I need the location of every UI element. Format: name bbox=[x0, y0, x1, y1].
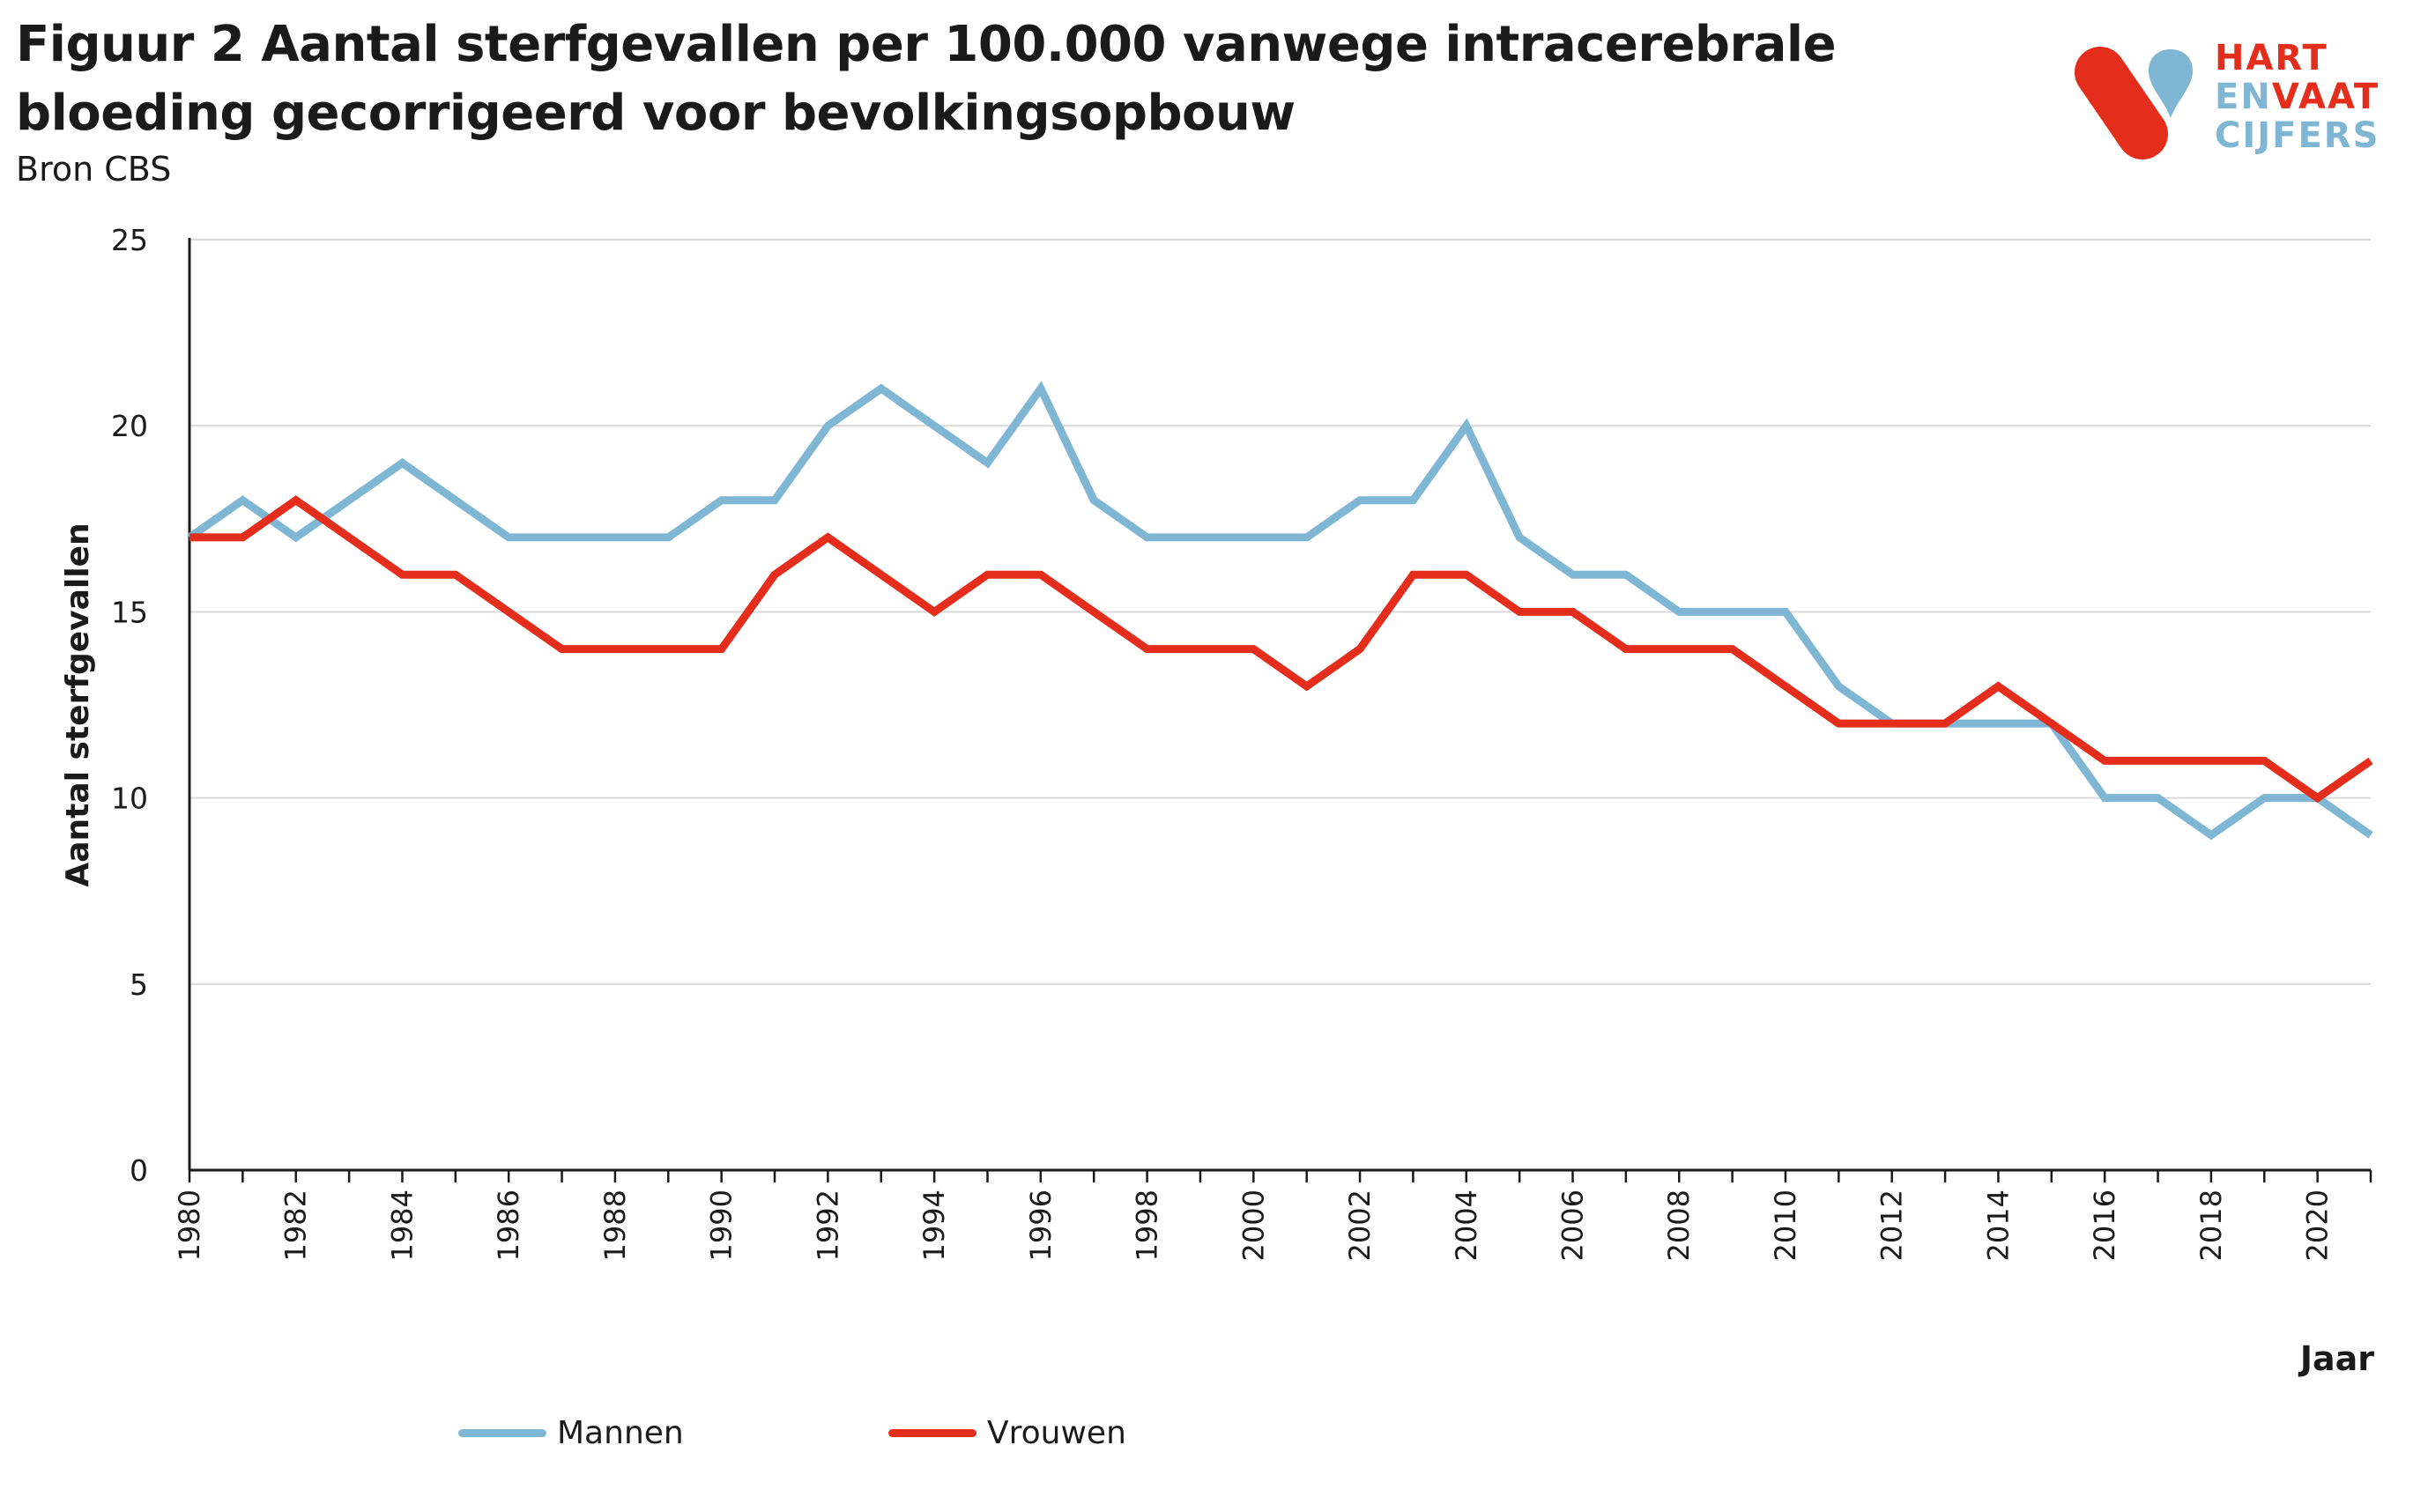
x-tick-label: 2018 bbox=[2194, 1190, 2228, 1261]
chart-source: Bron CBS bbox=[16, 150, 172, 189]
x-tick-label: 1996 bbox=[1024, 1190, 1058, 1261]
x-tick-label: 2020 bbox=[2301, 1190, 2335, 1261]
series-lines bbox=[187, 381, 2373, 841]
y-tick-label: 10 bbox=[111, 782, 148, 816]
x-tick-label: 2002 bbox=[1343, 1190, 1377, 1261]
x-tick-label: 1994 bbox=[917, 1190, 951, 1261]
x-tick-label: 1992 bbox=[811, 1190, 844, 1261]
x-tick-label: 1984 bbox=[385, 1190, 419, 1261]
y-tick-label: 0 bbox=[130, 1153, 148, 1188]
x-tick-label: 2006 bbox=[1556, 1190, 1590, 1261]
x-tick-label: 2016 bbox=[2088, 1190, 2121, 1261]
x-tick-label: 2004 bbox=[1450, 1190, 1483, 1261]
legend-label-mannen: Mannen bbox=[557, 1414, 684, 1451]
y-tick-label: 20 bbox=[111, 409, 148, 443]
series-line-mannen bbox=[187, 381, 2373, 841]
x-tick-label: 1990 bbox=[705, 1190, 739, 1261]
y-tick-label: 15 bbox=[111, 595, 148, 629]
x-tick-label: 2014 bbox=[1981, 1190, 2015, 1261]
x-tick-label: 1998 bbox=[1131, 1190, 1164, 1261]
x-axis-label: Jaar bbox=[2298, 1339, 2374, 1378]
chart-title: Figuur 2 Aantal sterfgevallen per 100.00… bbox=[16, 16, 1837, 142]
logo-line-2b: VAAT bbox=[2271, 77, 2380, 117]
series-line-vrouwen bbox=[189, 495, 2373, 804]
y-tick-label: 25 bbox=[111, 223, 148, 257]
x-tick-label: 2012 bbox=[1875, 1190, 1909, 1261]
x-tick-label: 2010 bbox=[1769, 1190, 1802, 1261]
x-tick-labels: 1980 1982 1984 1986 1988 1990 1992 1994 1996 1998… bbox=[173, 1190, 2335, 1261]
x-tick-label: 2008 bbox=[1662, 1190, 1696, 1261]
x-tick-label: 1980 bbox=[173, 1190, 206, 1261]
legend-item-vrouwen: Vrouwen bbox=[888, 1412, 1126, 1454]
x-tick-label: 1988 bbox=[598, 1190, 632, 1261]
legend-swatch-vrouwen bbox=[888, 1428, 976, 1437]
legend-label-vrouwen: Vrouwen bbox=[987, 1414, 1126, 1451]
x-tick-label: 1982 bbox=[279, 1190, 313, 1261]
heart-and-vessel-logo-icon bbox=[2075, 47, 2194, 159]
logo-line-1: HART bbox=[2215, 38, 2328, 78]
logo-wordmark: HART ENVAAT CIJFERS bbox=[2215, 39, 2380, 155]
legend-swatch-mannen bbox=[458, 1428, 546, 1437]
y-tick-label: 5 bbox=[130, 967, 148, 1002]
y-axis-label: Aantal sterfgevallen bbox=[60, 523, 96, 886]
axes bbox=[188, 238, 2372, 1182]
legend-item-mannen: Mannen bbox=[458, 1412, 684, 1454]
hart-en-vaat-cijfers-logo: HART ENVAAT CIJFERS bbox=[2067, 35, 2402, 176]
logo-line-2a: EN bbox=[2215, 77, 2272, 117]
x-tick-label: 2000 bbox=[1236, 1190, 1270, 1261]
x-tick-label: 1986 bbox=[492, 1190, 525, 1261]
y-tick-labels: 0 5 10 15 20 25 bbox=[111, 223, 148, 1188]
logo-line-3: CIJFERS bbox=[2215, 115, 2380, 156]
gridlines bbox=[189, 239, 2371, 985]
